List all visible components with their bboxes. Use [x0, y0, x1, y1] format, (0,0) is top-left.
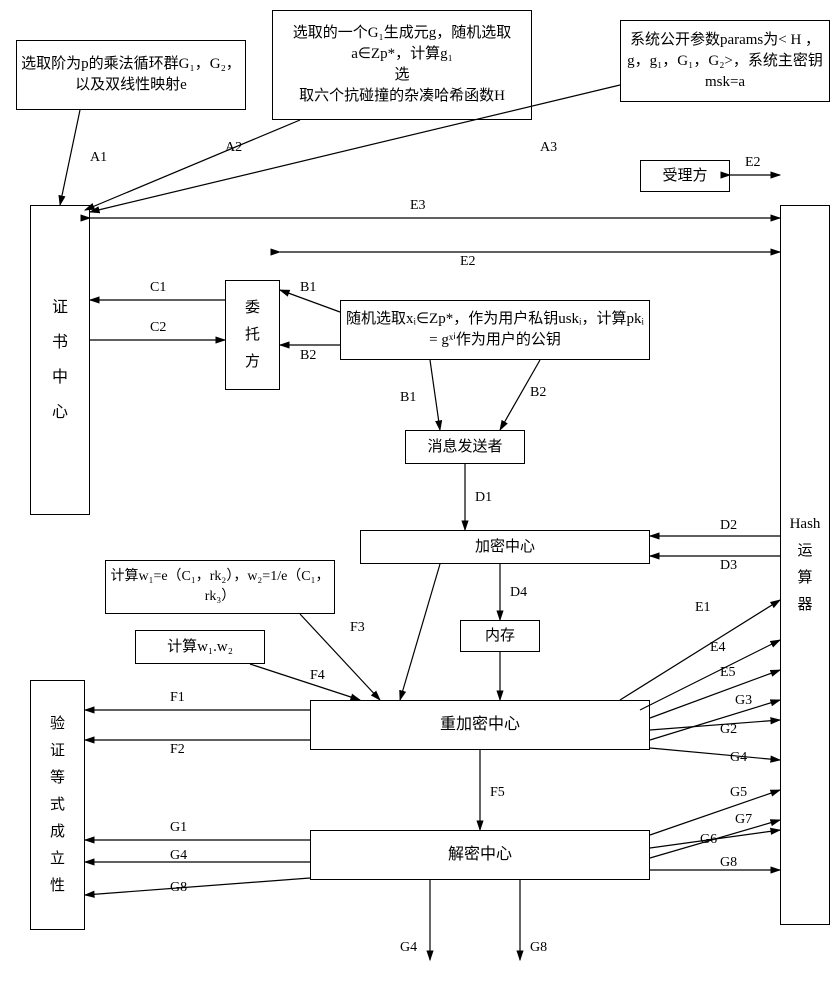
delegator-text: 委 托 方	[245, 295, 260, 376]
label-G8b: G8	[170, 880, 187, 896]
label-E2b: E2	[460, 254, 476, 270]
label-E2: E2	[745, 155, 761, 171]
label-G8c: G8	[530, 940, 547, 956]
label-B1b: B1	[400, 390, 416, 406]
label-G8: G8	[720, 855, 737, 871]
label-G6: G6	[700, 832, 717, 848]
cert-center-text: 证 书 中 心	[52, 290, 68, 431]
label-G7: G7	[735, 812, 752, 828]
label-F2: F2	[170, 742, 185, 758]
label-C2: C2	[150, 320, 166, 336]
label-E1: E1	[695, 600, 711, 616]
box-generator: 选取的一个G₁生成元g，随机选取a∈Zp*，计算g₁ 选 取六个抗碰撞的杂凑哈希…	[272, 10, 532, 120]
label-D1: D1	[475, 490, 492, 506]
label-F3: F3	[350, 620, 365, 636]
box-params: 系统公开参数params为< H ，g，g₁，G₁，G₂>，系统主密钥msk=a	[620, 20, 830, 102]
box-memory: 内存	[460, 620, 540, 652]
hash-op-text: Hash 运 算 器	[790, 511, 821, 619]
box-reenc-center: 重加密中心	[310, 700, 650, 750]
box-calc-w12: 计算w₁=e（C₁，rk₂），w₂=1/e（C₁，rk₃）	[105, 560, 335, 614]
label-B1: B1	[300, 280, 316, 296]
label-B2b: B2	[530, 385, 546, 401]
label-D4: D4	[510, 585, 527, 601]
label-F1: F1	[170, 690, 185, 706]
label-G4: G4	[730, 750, 747, 766]
box-groups: 选取阶为p的乘法循环群G₁，G₂，以及双线性映射e	[16, 40, 246, 110]
label-A2: A2	[225, 140, 242, 156]
label-E3: E3	[410, 198, 426, 214]
label-D3: D3	[720, 558, 737, 574]
box-enc-center: 加密中心	[360, 530, 650, 564]
box-user-key: 随机选取xᵢ∈Zp*，作为用户私钥uskᵢ，计算pkᵢ = gˣⁱ作为用户的公钥	[340, 300, 650, 360]
box-delegator: 委 托 方	[225, 280, 280, 390]
label-F4: F4	[310, 668, 325, 684]
label-E4: E4	[710, 640, 726, 656]
label-C1: C1	[150, 280, 166, 296]
label-G4c: G4	[400, 940, 417, 956]
label-G3: G3	[735, 693, 752, 709]
label-E5: E5	[720, 665, 736, 681]
box-acceptor: 受理方	[640, 160, 730, 192]
label-G2: G2	[720, 722, 737, 738]
label-F5: F5	[490, 785, 505, 801]
box-cert-center: 证 书 中 心	[30, 205, 90, 515]
box-calc-ww: 计算w₁.w₂	[135, 630, 265, 664]
label-A1: A1	[90, 150, 107, 166]
verify-text: 验 证 等 式 成 立 性	[50, 711, 65, 900]
label-G1: G1	[170, 820, 187, 836]
label-G5: G5	[730, 785, 747, 801]
label-A3: A3	[540, 140, 557, 156]
box-hash-op: Hash 运 算 器	[780, 205, 830, 925]
label-D2: D2	[720, 518, 737, 534]
label-B2: B2	[300, 348, 316, 364]
box-msg-sender: 消息发送者	[405, 430, 525, 464]
label-G4b: G4	[170, 848, 187, 864]
box-dec-center: 解密中心	[310, 830, 650, 880]
box-verify: 验 证 等 式 成 立 性	[30, 680, 85, 930]
